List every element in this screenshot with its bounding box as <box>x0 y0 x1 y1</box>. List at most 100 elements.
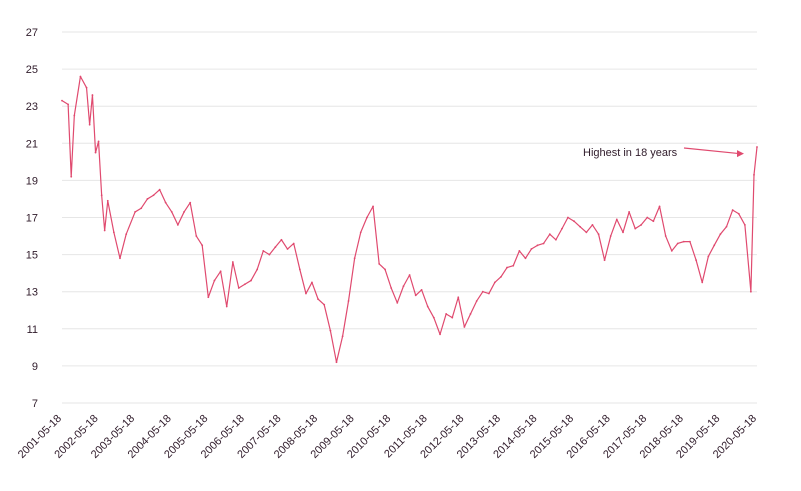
data-point <box>256 268 259 271</box>
data-point <box>469 313 472 315</box>
data-point <box>664 235 667 237</box>
data-point <box>524 257 527 260</box>
annotation-text: Highest in 18 years <box>583 147 678 159</box>
data-point <box>481 290 484 293</box>
data-point <box>573 220 575 223</box>
data-point <box>189 201 192 204</box>
data-point <box>164 201 167 204</box>
data-point <box>542 242 545 245</box>
y-tick-label: 17 <box>26 213 38 225</box>
data-point <box>329 329 332 332</box>
data-point <box>622 231 624 234</box>
data-point <box>402 285 405 288</box>
data-point <box>353 257 356 260</box>
data-point <box>366 216 368 219</box>
data-point <box>106 199 109 202</box>
annotation-layer: Highest in 18 years <box>583 147 744 159</box>
data-point <box>91 94 94 96</box>
data-point <box>743 224 746 226</box>
data-point <box>378 262 381 265</box>
data-point <box>384 268 386 271</box>
data-point <box>298 268 301 271</box>
data-point <box>372 205 374 208</box>
data-point <box>695 259 698 262</box>
y-axis: 7 9 11 13 15 17 19 21 23 25 27 <box>26 27 38 410</box>
data-point <box>731 209 734 211</box>
data-point <box>311 281 313 284</box>
y-tick-label: 15 <box>26 250 38 262</box>
data-point <box>640 224 643 226</box>
data-point <box>317 298 319 301</box>
data-point <box>567 216 569 219</box>
data-point <box>176 224 179 226</box>
y-tick-label: 23 <box>26 101 38 113</box>
y-tick-label: 9 <box>32 361 38 373</box>
y-tick-label: 21 <box>26 138 38 150</box>
data-point <box>457 296 460 299</box>
data-point <box>237 287 240 289</box>
data-point <box>585 231 588 234</box>
data-point <box>268 253 271 256</box>
data-point <box>88 123 91 126</box>
data-point <box>201 244 204 247</box>
data-point <box>231 261 234 263</box>
data-point <box>707 255 710 258</box>
data-point <box>195 235 198 237</box>
data-point <box>579 225 582 228</box>
data-point <box>225 305 228 308</box>
data-point <box>79 75 82 78</box>
data-point <box>100 194 103 197</box>
data-point <box>85 86 88 89</box>
data-point <box>500 275 502 278</box>
data-point <box>134 211 137 213</box>
data-point <box>591 224 594 226</box>
data-point <box>603 259 606 262</box>
data-point <box>183 211 185 213</box>
y-tick-label: 7 <box>32 398 38 410</box>
data-point <box>341 335 344 338</box>
data-point <box>530 248 533 250</box>
data-point <box>219 270 222 273</box>
data-point <box>146 198 149 200</box>
annotation-arrow-line <box>683 147 740 155</box>
data-point <box>475 300 478 302</box>
data-point <box>518 249 521 252</box>
data-point <box>609 235 612 237</box>
data-point <box>561 227 563 230</box>
data-point <box>689 240 691 243</box>
y-tick-label: 11 <box>27 324 38 336</box>
data-point <box>390 287 393 289</box>
data-point <box>94 151 97 154</box>
data-point <box>548 233 551 236</box>
y-tick-label: 19 <box>26 175 38 187</box>
data-point <box>61 99 63 102</box>
data-point <box>274 246 277 249</box>
data-point <box>737 212 740 215</box>
data-point <box>112 231 115 234</box>
data-point <box>432 316 435 319</box>
data-point <box>676 242 679 245</box>
data-point <box>119 257 121 260</box>
data-point <box>658 205 661 208</box>
y-tick-label: 25 <box>26 64 38 76</box>
data-point <box>323 303 326 306</box>
data-point <box>243 283 246 286</box>
data-point <box>753 173 755 176</box>
data-point <box>493 281 496 284</box>
grid-layer <box>62 31 757 404</box>
data-point <box>670 249 673 252</box>
data-point <box>408 274 411 276</box>
data-point <box>634 227 637 230</box>
data-point <box>125 233 128 236</box>
series-layer <box>61 75 758 364</box>
series-line <box>61 75 758 363</box>
data-point <box>152 194 155 197</box>
data-point <box>213 279 216 282</box>
data-point <box>628 211 631 213</box>
x-axis: 2001-05-182002-05-182003-05-182004-05-18… <box>16 413 759 461</box>
data-point <box>97 140 100 143</box>
data-point <box>506 266 508 269</box>
data-point <box>445 313 448 315</box>
